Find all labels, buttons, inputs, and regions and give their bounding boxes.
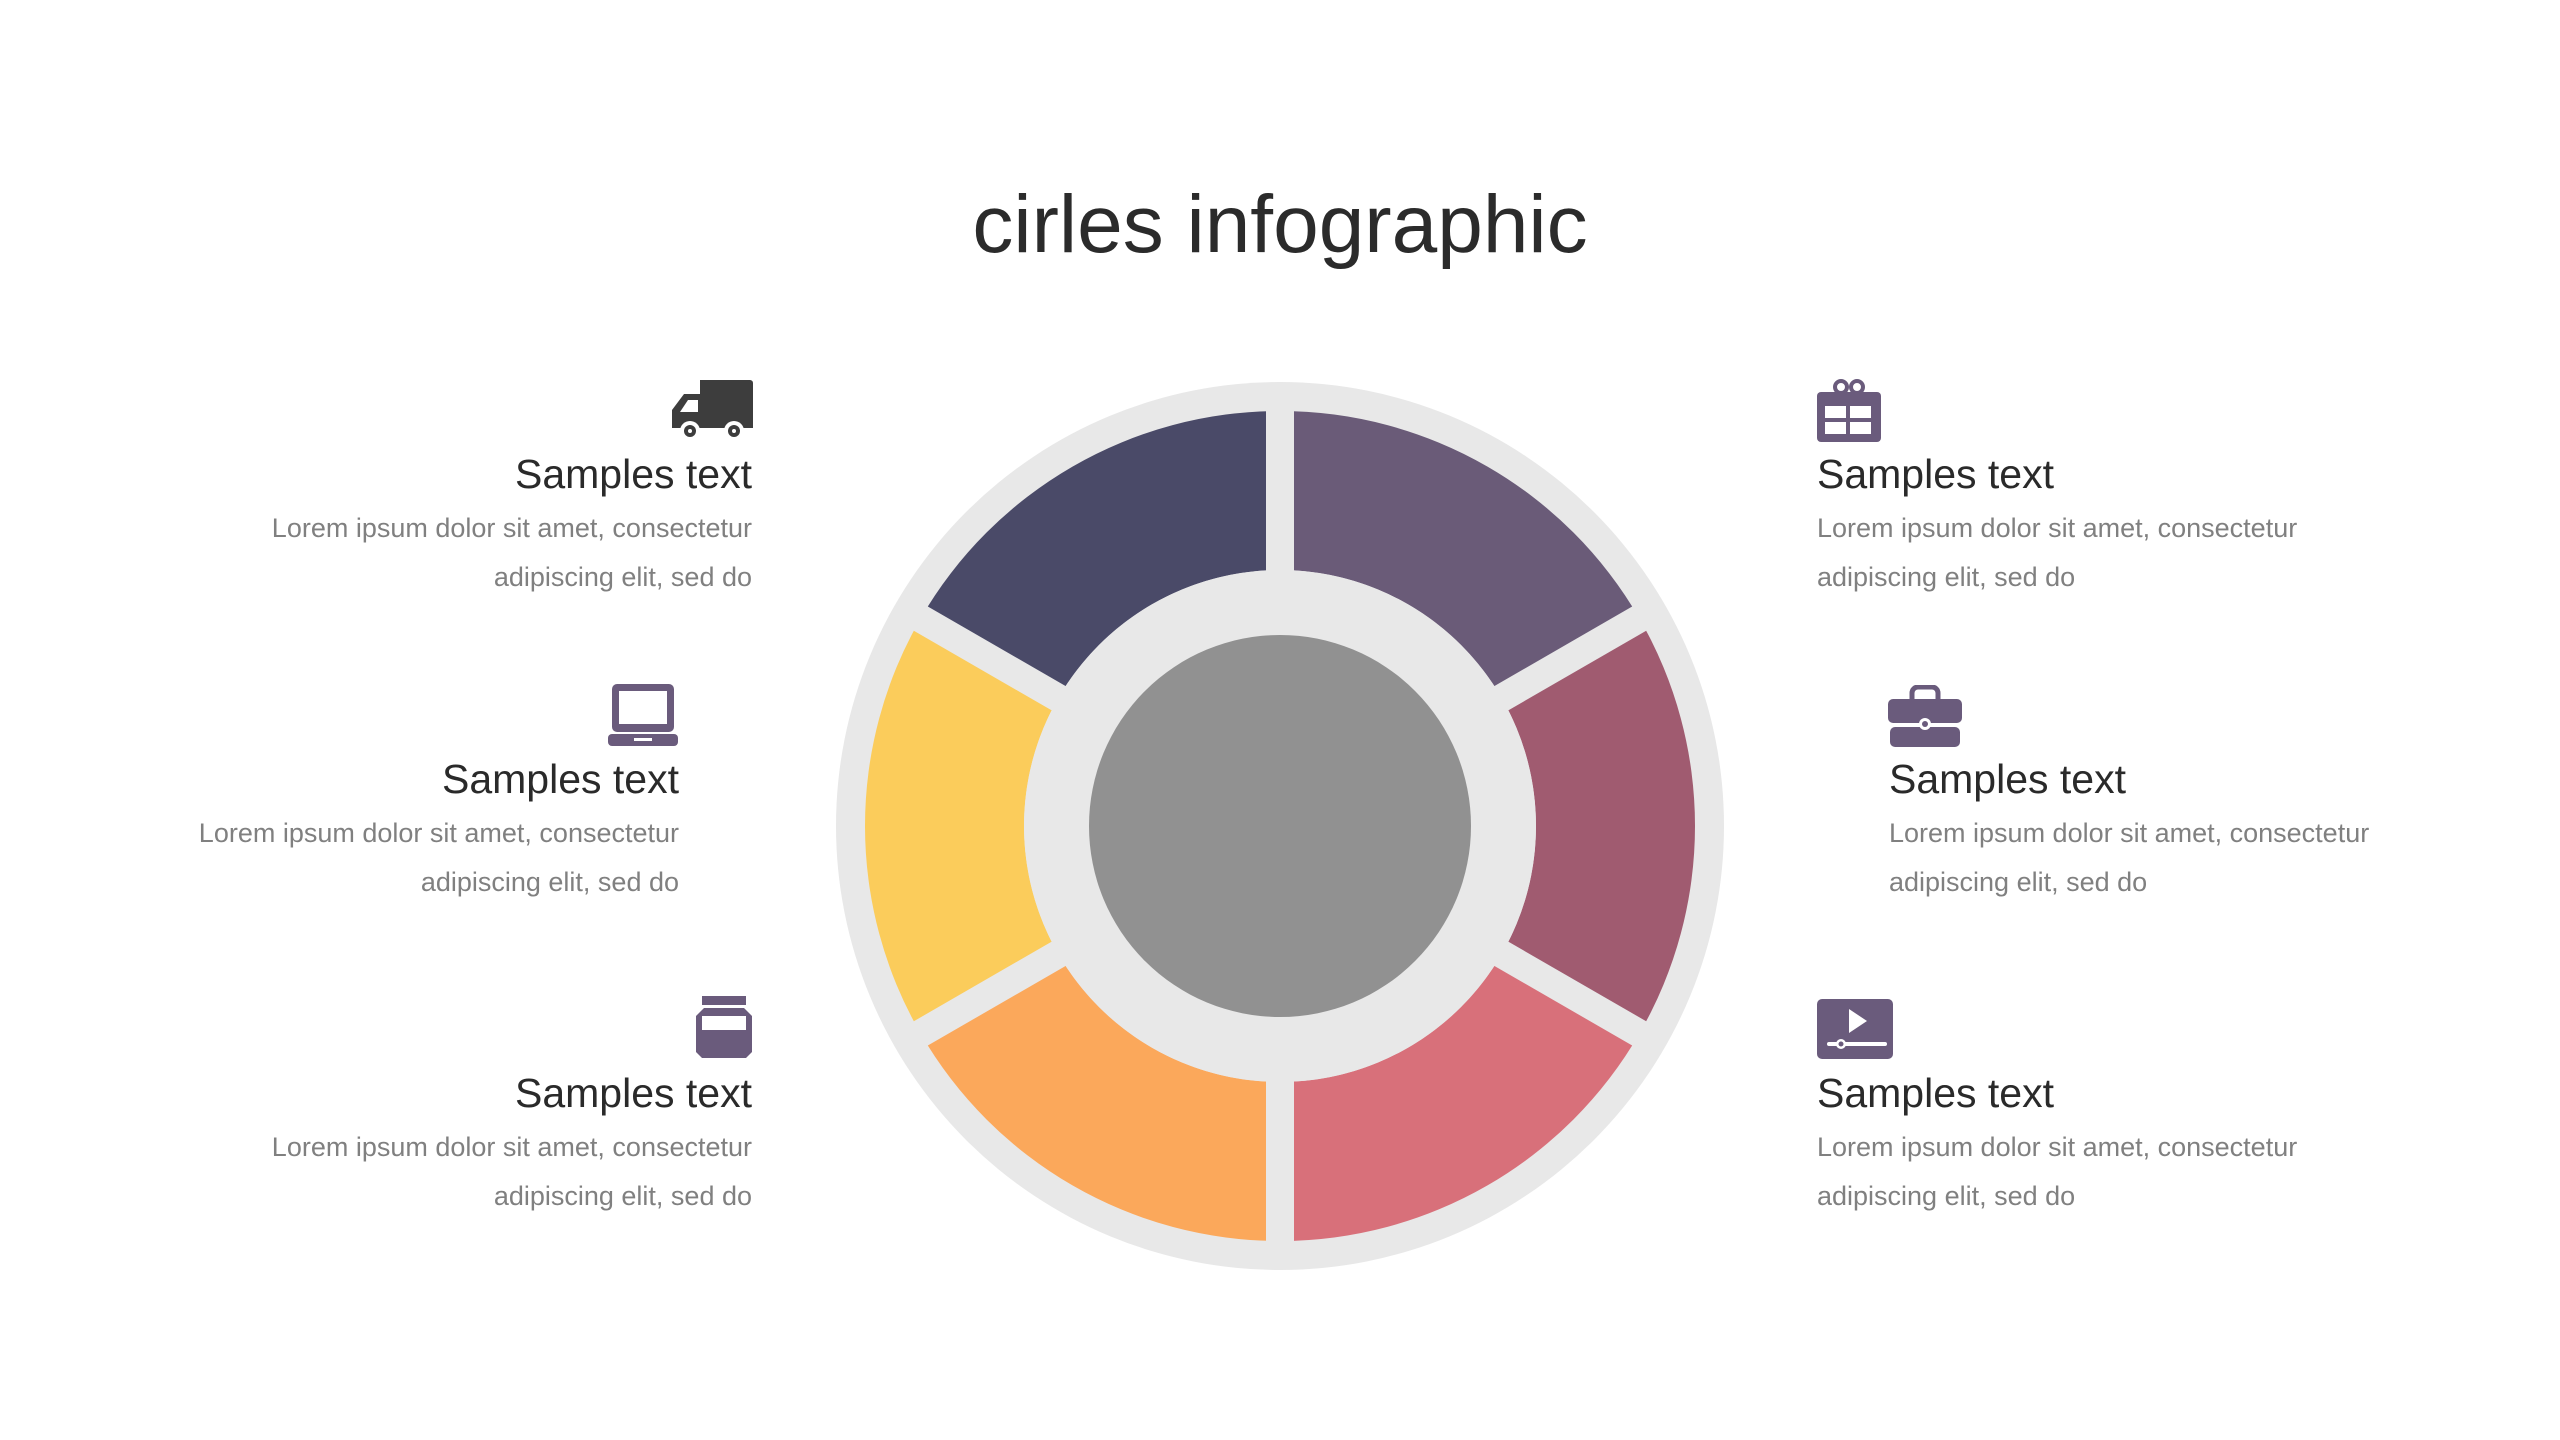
item-text-line: adipiscing elit, sed do bbox=[493, 1181, 752, 1211]
item-text-line: Lorem ipsum dolor sit amet, consectetur bbox=[198, 818, 679, 848]
item-middle-right: Samples text Lorem ipsum dolor sit amet,… bbox=[1889, 759, 2509, 907]
segment-top-right bbox=[1280, 411, 1640, 698]
item-text-line: Lorem ipsum dolor sit amet, consectetur bbox=[1889, 818, 2370, 848]
briefcase-icon bbox=[1888, 685, 1962, 747]
item-text-line: adipiscing elit, sed do bbox=[493, 562, 752, 592]
item-text-line: adipiscing elit, sed do bbox=[1817, 1181, 2076, 1211]
item-top-right: Samples text Lorem ipsum dolor sit amet,… bbox=[1817, 454, 2437, 602]
item-heading: Samples text bbox=[515, 1070, 752, 1116]
item-text-line: Lorem ipsum dolor sit amet, consectetur bbox=[1817, 513, 2298, 543]
item-heading: Samples text bbox=[1817, 1070, 2054, 1116]
jar-icon bbox=[696, 996, 752, 1058]
item-heading: Samples text bbox=[515, 451, 752, 497]
item-top-left: Samples text Lorem ipsum dolor sit amet,… bbox=[132, 454, 752, 602]
gift-icon bbox=[1817, 379, 1881, 442]
item-middle-left: Samples text Lorem ipsum dolor sit amet,… bbox=[59, 759, 679, 907]
truck-icon bbox=[672, 380, 753, 441]
segment-top-left bbox=[920, 411, 1280, 698]
item-text-line: Lorem ipsum dolor sit amet, consectetur bbox=[271, 1132, 752, 1162]
item-bottom-left: Samples text Lorem ipsum dolor sit amet,… bbox=[132, 1073, 752, 1221]
laptop-icon bbox=[608, 684, 678, 746]
segment-right bbox=[1501, 618, 1695, 1034]
item-text-line: Lorem ipsum dolor sit amet, consectetur bbox=[271, 513, 752, 543]
center-circle bbox=[1089, 635, 1471, 1017]
item-text-line: adipiscing elit, sed do bbox=[1889, 867, 2148, 897]
item-text-line: adipiscing elit, sed do bbox=[1817, 562, 2076, 592]
item-text-line: Lorem ipsum dolor sit amet, consectetur bbox=[1817, 1132, 2298, 1162]
video-player-icon bbox=[1817, 999, 1893, 1059]
page-title: cirles infographic bbox=[972, 179, 1588, 270]
segment-bottom-right bbox=[1280, 954, 1640, 1241]
item-bottom-right: Samples text Lorem ipsum dolor sit amet,… bbox=[1817, 1073, 2437, 1221]
segment-left bbox=[865, 618, 1059, 1034]
segment-bottom-left bbox=[920, 954, 1280, 1241]
item-text-line: adipiscing elit, sed do bbox=[420, 867, 679, 897]
item-heading: Samples text bbox=[442, 756, 679, 802]
item-heading: Samples text bbox=[1889, 756, 2126, 802]
item-heading: Samples text bbox=[1817, 451, 2054, 497]
